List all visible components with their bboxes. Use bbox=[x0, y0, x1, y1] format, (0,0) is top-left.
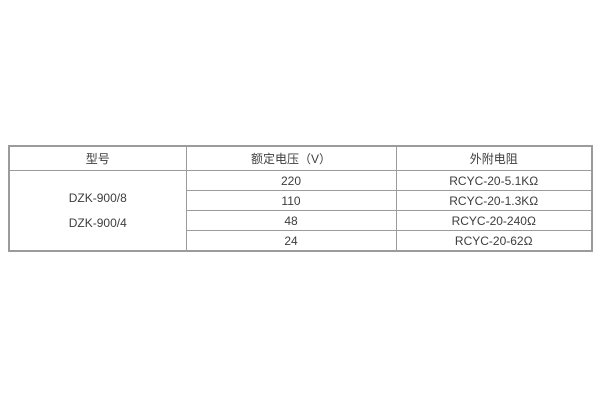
model-cell: DZK-900/8 DZK-900/4 bbox=[8, 170, 187, 252]
table-row: DZK-900/8 DZK-900/4 220 RCYC-20-5.1KΩ bbox=[8, 170, 593, 252]
voltage-cell: 110 bbox=[185, 190, 397, 211]
table-row: 24 RCYC-20-62Ω bbox=[9, 230, 593, 252]
model-line: DZK-900/8 bbox=[68, 190, 127, 205]
resistor-cell: RCYC-20-5.1KΩ bbox=[395, 170, 593, 191]
header-row: 型号 额定电压（V） 外附电阻 bbox=[8, 145, 593, 171]
voltage-cell: 220 bbox=[185, 170, 397, 191]
col-header-external-resistor: 外附电阻 bbox=[395, 145, 593, 171]
voltage-cell: 24 bbox=[185, 230, 397, 252]
table-row: 110 RCYC-20-1.3KΩ bbox=[9, 190, 593, 211]
resistor-cell: RCYC-20-62Ω bbox=[395, 230, 593, 252]
resistor-cell: RCYC-20-1.3KΩ bbox=[395, 190, 593, 211]
table-row: 48 RCYC-20-240Ω bbox=[9, 210, 593, 231]
model-line: DZK-900/4 bbox=[68, 215, 127, 230]
spec-table: 型号 额定电压（V） 外附电阻 DZK-900/8 DZK-900/4 220 … bbox=[8, 145, 593, 252]
col-header-model: 型号 bbox=[8, 145, 187, 171]
resistor-cell: RCYC-20-240Ω bbox=[395, 210, 593, 231]
col-header-rated-voltage: 额定电压（V） bbox=[185, 145, 397, 171]
voltage-cell: 48 bbox=[185, 210, 397, 231]
